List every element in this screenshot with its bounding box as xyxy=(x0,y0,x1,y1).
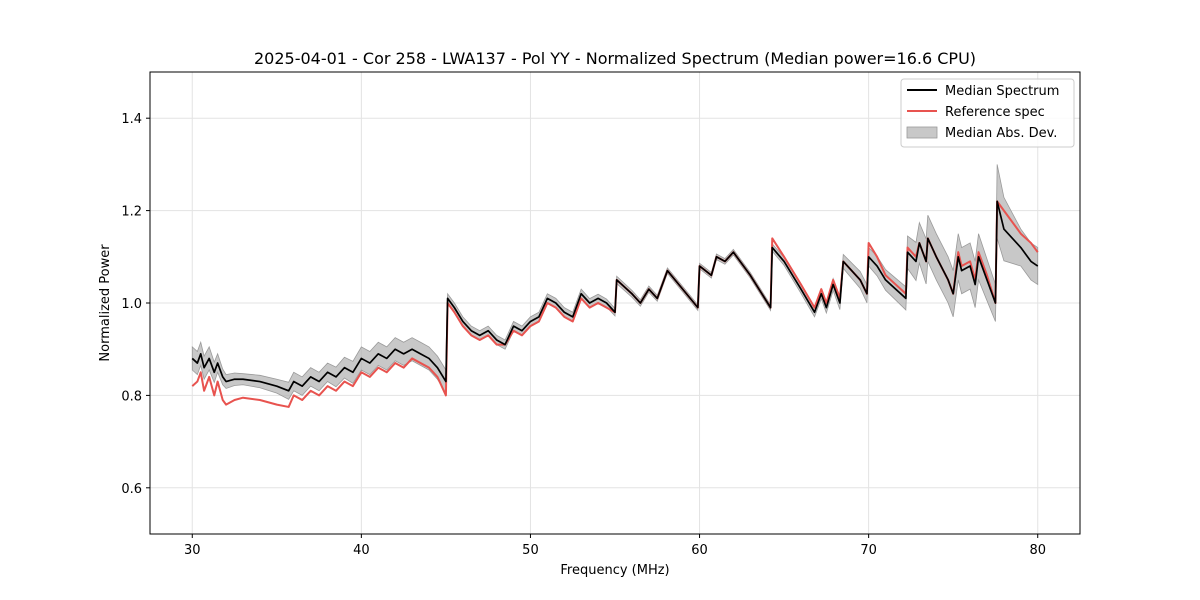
x-tick-label: 60 xyxy=(691,543,708,558)
chart-title: 2025-04-01 - Cor 258 - LWA137 - Pol YY -… xyxy=(254,49,976,68)
y-tick-label: 1.0 xyxy=(121,297,142,312)
legend: Median Spectrum Reference spec Median Ab… xyxy=(900,78,1075,148)
y-tick-label: 0.8 xyxy=(121,389,142,404)
median-line xyxy=(191,200,1039,392)
plot-content xyxy=(191,164,1039,408)
y-tick-label: 0.6 xyxy=(121,482,142,497)
y-ticks: 0.6 0.8 1.0 1.2 1.4 xyxy=(121,112,150,497)
legend-mad-swatch xyxy=(906,126,938,139)
legend-median-label: Median Spectrum xyxy=(945,84,1059,99)
y-tick-label: 1.2 xyxy=(121,205,142,220)
x-tick-label: 50 xyxy=(522,543,539,558)
legend-reference-label: Reference spec xyxy=(945,105,1045,120)
legend-mad-label: Median Abs. Dev. xyxy=(945,126,1057,141)
legend-frame xyxy=(900,78,1075,148)
x-ticks: 30 40 50 60 70 80 xyxy=(184,534,1046,558)
y-tick-label: 1.4 xyxy=(121,112,142,127)
x-tick-label: 40 xyxy=(353,543,370,558)
x-tick-label: 30 xyxy=(184,543,201,558)
x-axis-label: Frequency (MHz) xyxy=(560,563,669,578)
y-axis-label: Normalized Power xyxy=(98,244,113,362)
x-tick-label: 70 xyxy=(860,543,877,558)
x-tick-label: 80 xyxy=(1029,543,1046,558)
